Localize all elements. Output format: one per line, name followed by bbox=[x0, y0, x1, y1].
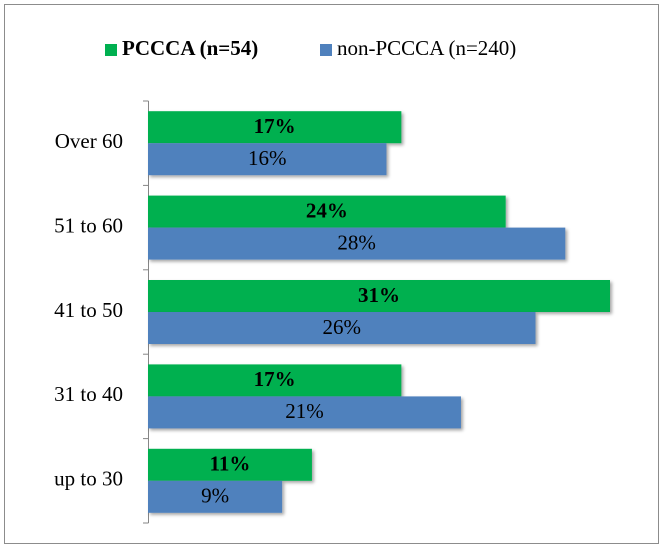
bar bbox=[148, 480, 283, 513]
y-tick-label: 31 to 40 bbox=[54, 382, 123, 406]
legend-label: non-PCCCA (n=240) bbox=[337, 36, 516, 60]
y-tick-label: 41 to 50 bbox=[54, 298, 123, 322]
data-label: 21% bbox=[285, 399, 324, 423]
legend-swatch bbox=[320, 44, 332, 56]
data-label: 28% bbox=[337, 230, 376, 254]
bar bbox=[148, 111, 402, 144]
bar bbox=[148, 396, 461, 429]
y-tick-label: Over 60 bbox=[55, 129, 123, 153]
data-label: 11% bbox=[210, 452, 251, 476]
data-label: 17% bbox=[254, 367, 296, 391]
bar bbox=[148, 448, 312, 481]
data-label: 24% bbox=[306, 198, 348, 222]
data-label: 16% bbox=[248, 146, 287, 170]
data-label: 26% bbox=[322, 315, 361, 339]
y-tick-label: 51 to 60 bbox=[54, 213, 123, 237]
bar bbox=[148, 280, 610, 312]
legend-swatch bbox=[105, 44, 117, 56]
data-label: 31% bbox=[358, 283, 400, 307]
chart-frame bbox=[4, 4, 659, 544]
y-tick-label: up to 30 bbox=[54, 467, 123, 491]
bar bbox=[148, 227, 566, 260]
bar bbox=[148, 364, 402, 397]
data-label: 17% bbox=[254, 114, 296, 138]
bar bbox=[148, 143, 387, 176]
bar bbox=[148, 312, 536, 344]
data-label: 9% bbox=[201, 484, 229, 508]
legend-label: PCCCA (n=54) bbox=[122, 36, 258, 60]
bar bbox=[148, 195, 506, 228]
